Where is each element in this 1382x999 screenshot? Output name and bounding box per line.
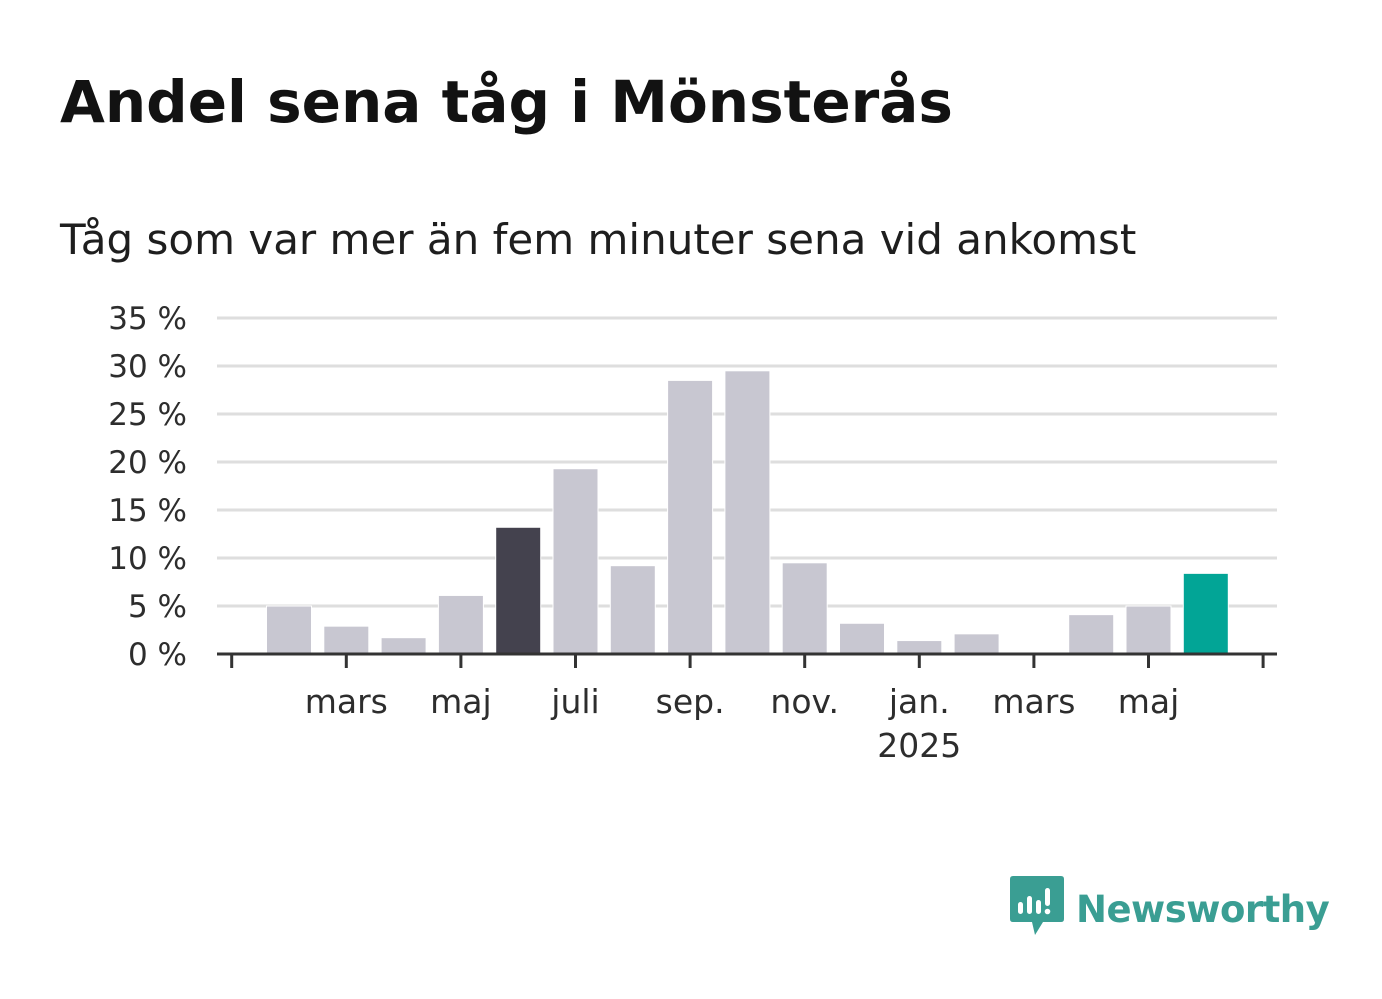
bar: [495, 526, 542, 655]
bar: [724, 370, 771, 655]
x-tick-label: jan.: [888, 682, 950, 721]
bars: [266, 370, 1229, 655]
y-tick-label: 25 %: [108, 397, 187, 433]
bar: [1182, 572, 1229, 655]
x-tick-label: maj: [430, 682, 492, 721]
x-tick-label: juli: [550, 682, 599, 721]
bar: [839, 622, 885, 655]
x-tick-label: mars: [992, 682, 1075, 721]
y-tick-label: 20 %: [108, 445, 187, 481]
newsworthy-brand: Newsworthy: [1010, 876, 1330, 942]
x-tick-label: maj: [1118, 682, 1180, 721]
bar-chart: 0 % 5 % 10 % 15 % 20 % 25 % 30 % 35 % mars maj jul…: [108, 301, 1277, 765]
bar: [437, 594, 484, 655]
x-tick-label: sep.: [656, 682, 725, 721]
y-tick-label: 5 %: [128, 589, 187, 625]
y-tick-label: 35 %: [108, 301, 187, 337]
x-tick-label: nov.: [770, 682, 839, 721]
y-tick-label: 15 %: [108, 493, 187, 529]
y-tick-label: 30 %: [108, 349, 187, 385]
bar: [1125, 605, 1172, 655]
bar: [552, 468, 599, 655]
chart-subtitle: Tåg som var mer än fem minuter sena vid …: [60, 215, 1137, 264]
bar: [667, 379, 714, 655]
bar: [266, 605, 312, 655]
bar: [609, 565, 656, 655]
chart-title: Andel sena tåg i Mönsterås: [60, 68, 953, 136]
bar: [896, 640, 943, 655]
x-tick-year-label: 2025: [877, 726, 961, 765]
bar: [781, 562, 828, 655]
bar: [1068, 614, 1115, 655]
bar: [953, 633, 1000, 655]
y-tick-label: 10 %: [108, 541, 187, 577]
x-axis: [217, 652, 1277, 668]
bar: [323, 625, 370, 655]
x-tick-label: mars: [305, 682, 388, 721]
bar: [380, 637, 427, 655]
brand-name: Newsworthy: [1076, 887, 1330, 931]
y-tick-label: 0 %: [128, 637, 187, 673]
newsworthy-logo-icon: [1010, 876, 1064, 942]
tick-labels: 0 % 5 % 10 % 15 % 20 % 25 % 30 % 35 % mars maj jul…: [108, 301, 1179, 765]
